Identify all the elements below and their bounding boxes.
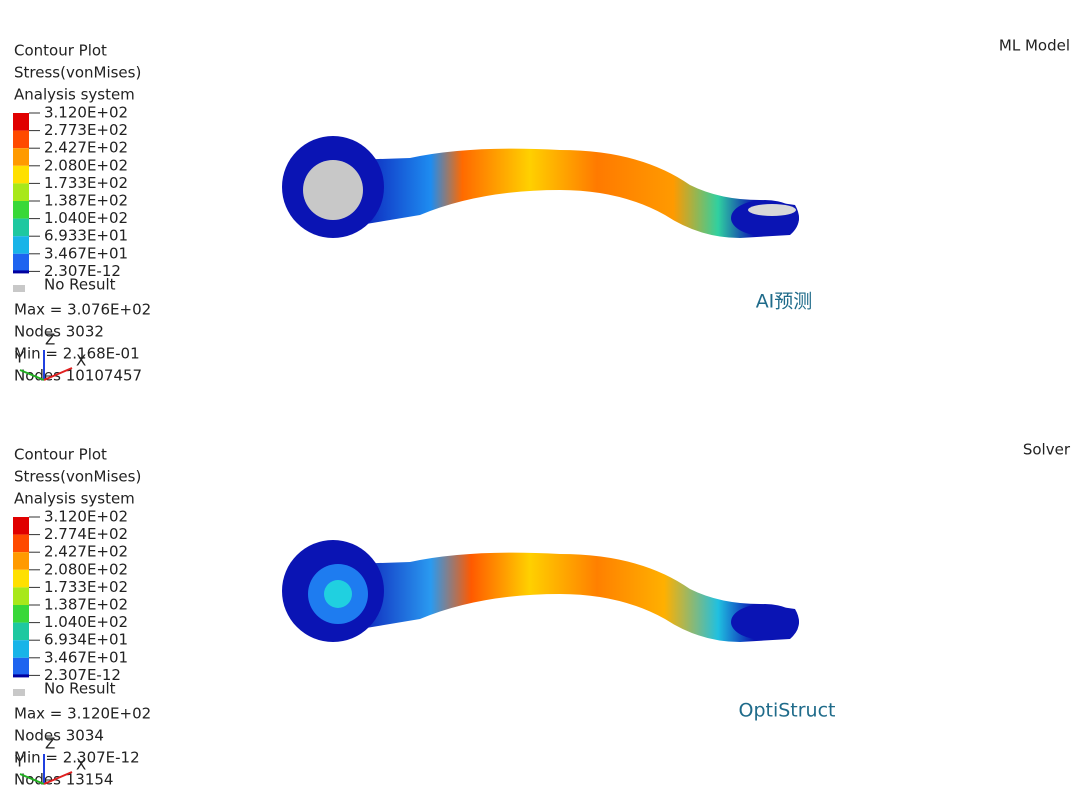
legend-swatch xyxy=(13,253,29,272)
legend-swatch xyxy=(13,640,29,658)
legend-title: Stress(vonMises) xyxy=(14,468,141,486)
legend-swatch xyxy=(13,587,29,605)
legend-swatch xyxy=(13,218,29,237)
legend-swatch xyxy=(13,674,29,678)
legend-level: 3.120E+02 xyxy=(44,104,128,122)
legend-level: 1.040E+02 xyxy=(44,209,128,227)
stat-line: Min = 2.168E-01 xyxy=(14,345,140,363)
result-panel: ML Model Contour Plot Stress(vonMises) Anal… xyxy=(13,37,1070,385)
legend-level: 1.040E+02 xyxy=(44,613,128,631)
triad-x xyxy=(43,771,73,785)
stat-line: Nodes 3034 xyxy=(14,727,104,745)
triad-label: X xyxy=(76,352,86,370)
legend-swatch xyxy=(13,183,29,201)
no-result-label: No Result xyxy=(44,680,116,698)
legend-swatch xyxy=(13,569,29,588)
stat-line: Nodes 3032 xyxy=(14,323,104,341)
caption: AI预测 xyxy=(756,291,813,313)
triad-y xyxy=(19,773,45,785)
legend-swatch xyxy=(13,113,29,131)
part-eye xyxy=(731,604,799,640)
triad-label: Y xyxy=(14,753,25,771)
stat-line: Max = 3.076E+02 xyxy=(14,301,151,319)
triad-y xyxy=(19,369,45,381)
legend-level: 2.080E+02 xyxy=(44,560,128,578)
legend-level: 3.467E+01 xyxy=(44,648,128,666)
legend-level: 3.467E+01 xyxy=(44,244,128,262)
legend-level: 1.733E+02 xyxy=(44,174,128,192)
model-label: Solver xyxy=(1023,441,1071,459)
legend-swatch xyxy=(13,270,29,274)
legend-level: 1.387E+02 xyxy=(44,596,128,614)
legend-level: 2.773E+02 xyxy=(44,121,128,139)
legend-title: Analysis system xyxy=(14,490,135,508)
legend-level: 2.307E-12 xyxy=(44,262,121,280)
legend-level: 2.427E+02 xyxy=(44,543,128,561)
triad-label: Z xyxy=(45,735,55,753)
no-result-swatch xyxy=(13,689,25,696)
legend-swatch xyxy=(13,534,29,553)
legend-level: 2.427E+02 xyxy=(44,139,128,157)
legend-level: 3.120E+02 xyxy=(44,508,128,526)
triad-label: X xyxy=(76,756,86,774)
no-result-hole xyxy=(303,160,363,220)
legend-level: 2.307E-12 xyxy=(44,666,121,684)
result-panel: Solver Contour Plot Stress(vonMises) Analys… xyxy=(13,441,1071,789)
stat-line: Nodes 13154 xyxy=(14,771,113,789)
no-result-label: No Result xyxy=(44,276,116,294)
no-result-swatch xyxy=(13,285,25,292)
legend-swatch xyxy=(13,148,29,166)
triad-label: Z xyxy=(45,331,55,349)
triad-x xyxy=(43,367,73,381)
no-result-hole xyxy=(748,204,796,216)
part-arm xyxy=(350,148,799,238)
legend-title: Stress(vonMises) xyxy=(14,64,141,82)
model-label: ML Model xyxy=(999,37,1070,55)
legend-swatch xyxy=(13,201,29,219)
legend-title: Contour Plot xyxy=(14,42,107,60)
legend-level: 2.774E+02 xyxy=(44,525,128,543)
legend-level: 2.080E+02 xyxy=(44,156,128,174)
caption: OptiStruct xyxy=(738,700,835,722)
stat-line: Min = 2.307E-12 xyxy=(14,749,140,767)
legend-swatch xyxy=(13,130,29,149)
legend-level: 1.387E+02 xyxy=(44,192,128,210)
legend-swatch xyxy=(13,517,29,535)
legend-swatch xyxy=(13,552,29,570)
legend-level: 6.933E+01 xyxy=(44,227,128,245)
triad-label: Y xyxy=(14,349,25,367)
legend-title: Contour Plot xyxy=(14,446,107,464)
legend-title: Analysis system xyxy=(14,86,135,104)
hub-core xyxy=(324,580,352,608)
legend-swatch xyxy=(13,622,29,641)
part-arm xyxy=(350,552,799,642)
stat-line: Max = 3.120E+02 xyxy=(14,705,151,723)
legend-swatch xyxy=(13,657,29,676)
legend-swatch xyxy=(13,236,29,254)
legend-swatch xyxy=(13,165,29,184)
legend-level: 1.733E+02 xyxy=(44,578,128,596)
legend-level: 6.934E+01 xyxy=(44,631,128,649)
legend-swatch xyxy=(13,605,29,623)
